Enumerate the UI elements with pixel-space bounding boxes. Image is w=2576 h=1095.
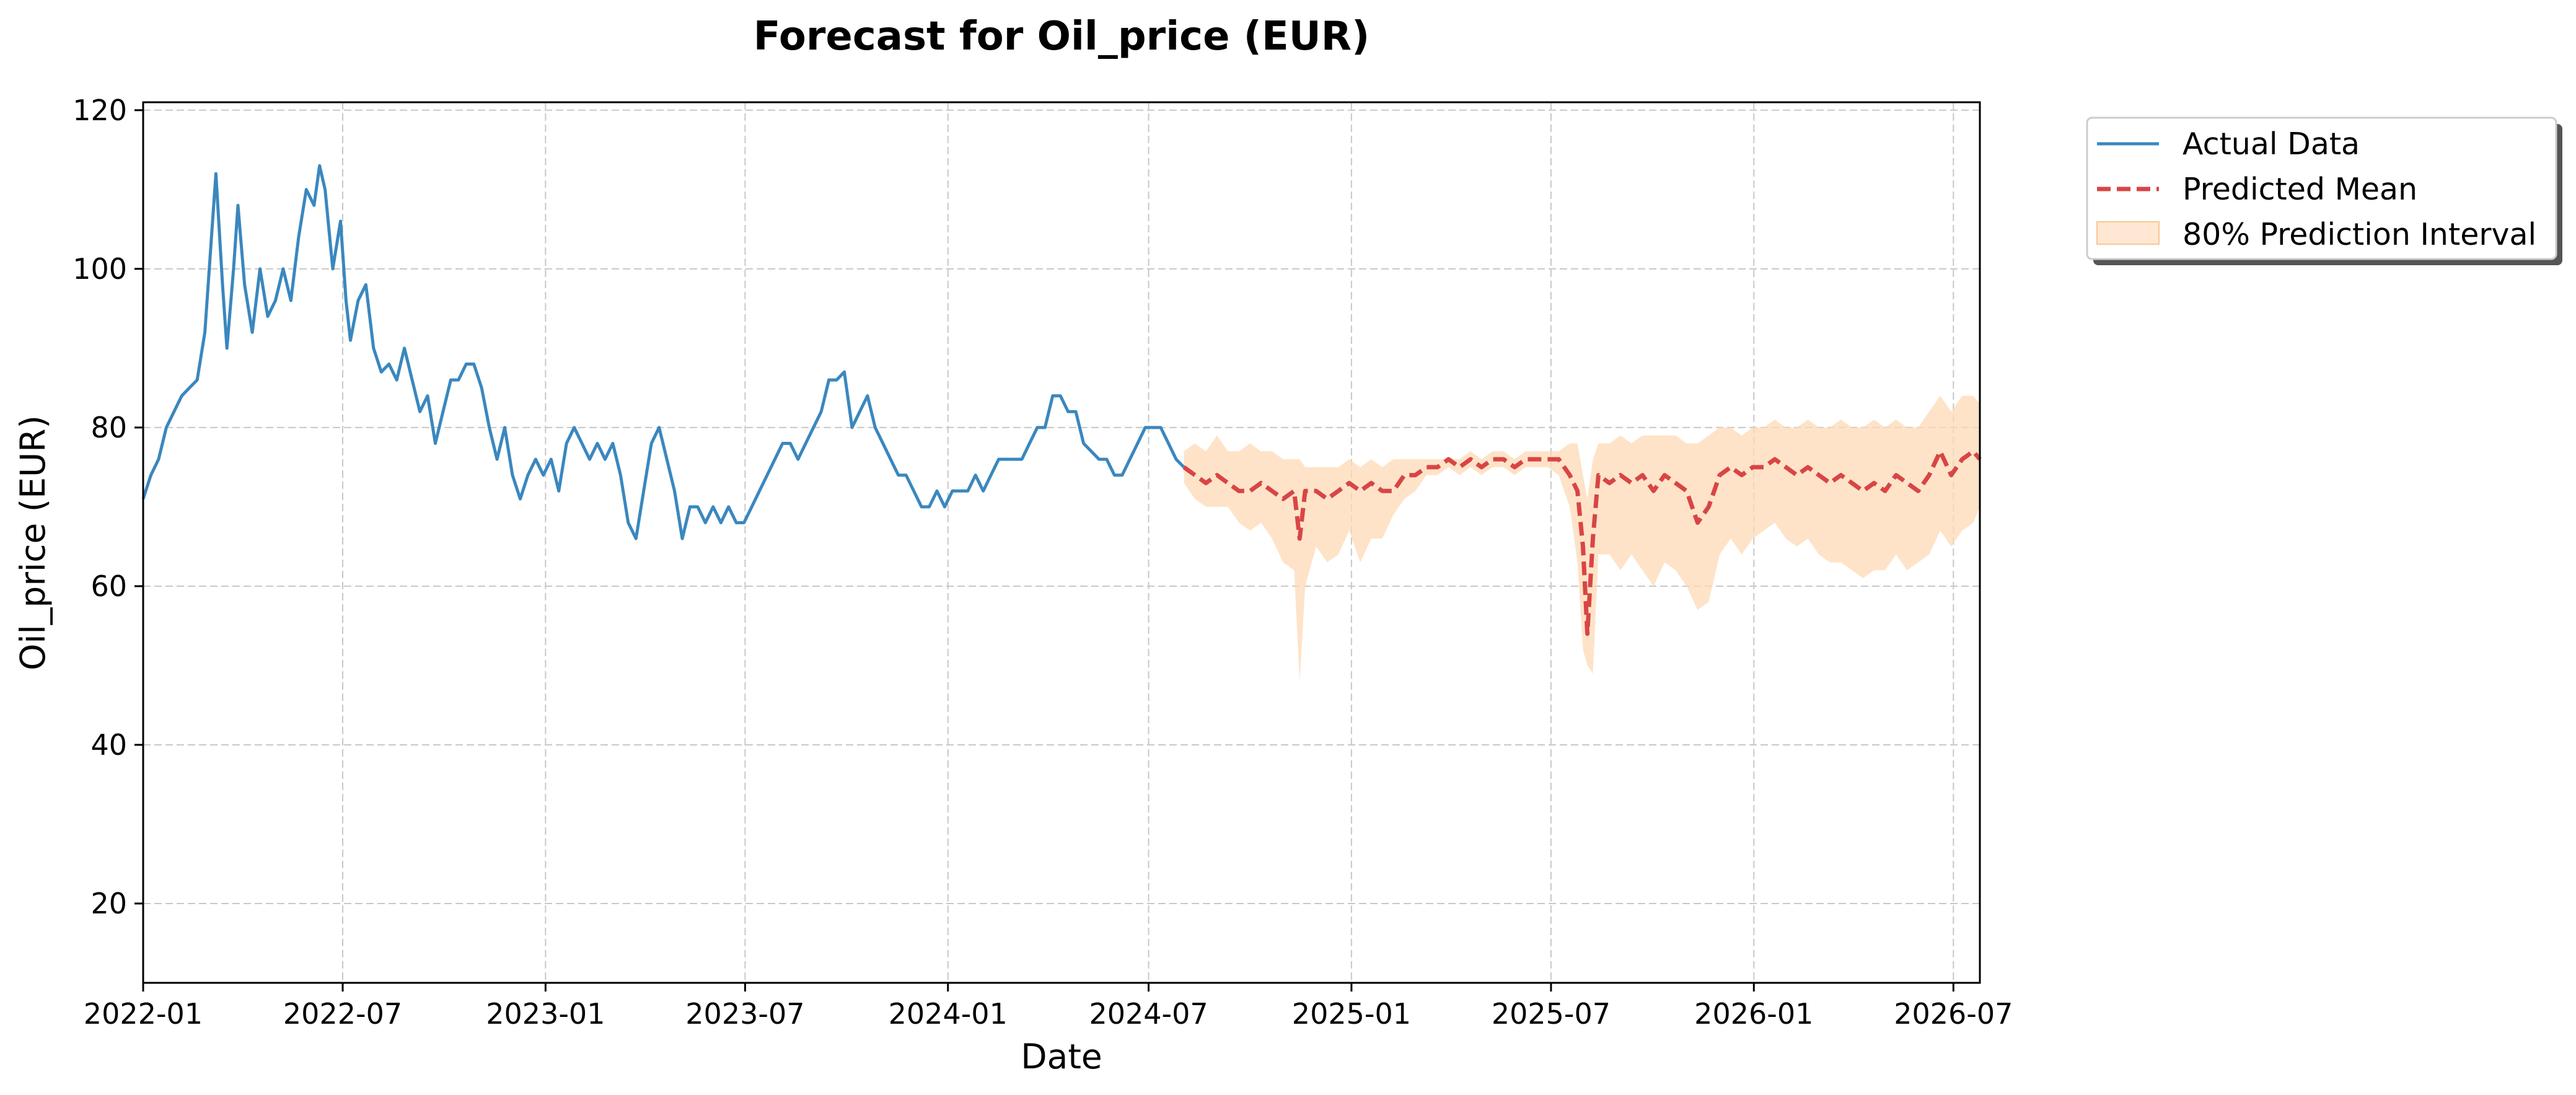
legend-interval-label: 80% Prediction Interval xyxy=(2183,217,2536,252)
y-tick-label: 20 xyxy=(90,887,127,920)
x-tick-label: 2026-07 xyxy=(1894,997,2013,1031)
legend-box xyxy=(2086,117,2557,260)
y-tick-label: 120 xyxy=(73,94,127,127)
legend-actual-label: Actual Data xyxy=(2183,126,2360,162)
x-tick-label: 2025-07 xyxy=(1492,997,1611,1031)
y-axis-ticks: 20 40 60 80 100 120 xyxy=(73,94,143,920)
x-axis-ticks: 2022-01 2022-07 2023-01 2023-07 2024-01 2024-… xyxy=(84,983,2013,1031)
prediction-interval-band xyxy=(1184,395,1980,682)
y-axis-label: Oil_price (EUR) xyxy=(13,415,53,671)
grid-lines xyxy=(143,102,1980,983)
predicted-mean-line xyxy=(1182,449,1982,636)
x-tick-label: 2022-01 xyxy=(84,997,203,1031)
y-tick-label: 60 xyxy=(90,569,127,603)
plot-frame xyxy=(142,101,1981,984)
actual-data-line xyxy=(141,164,1185,540)
legend: Actual Data Predicted Mean 80% Predictio… xyxy=(2086,117,2562,265)
y-tick-label: 80 xyxy=(90,411,127,444)
x-tick-label: 2026-01 xyxy=(1694,997,1813,1031)
chart-title: Forecast for Oil_price (EUR) xyxy=(754,14,1370,59)
prediction-interval-layer xyxy=(1184,395,1980,682)
x-axis-label: Date xyxy=(1021,1037,1102,1076)
x-tick-label: 2023-07 xyxy=(685,997,804,1031)
legend-predicted-label: Predicted Mean xyxy=(2183,172,2417,207)
predicted-mean-layer xyxy=(1182,449,1982,636)
y-tick-label: 40 xyxy=(90,728,127,762)
x-tick-label: 2022-07 xyxy=(283,997,402,1031)
x-tick-label: 2023-01 xyxy=(486,997,605,1031)
legend-interval-swatch xyxy=(2096,221,2160,245)
actual-data-layer xyxy=(141,164,1185,540)
x-tick-label: 2024-01 xyxy=(889,997,1008,1031)
y-tick-label: 100 xyxy=(73,252,127,286)
x-tick-label: 2025-01 xyxy=(1292,997,1411,1031)
x-tick-label: 2024-07 xyxy=(1089,997,1208,1031)
